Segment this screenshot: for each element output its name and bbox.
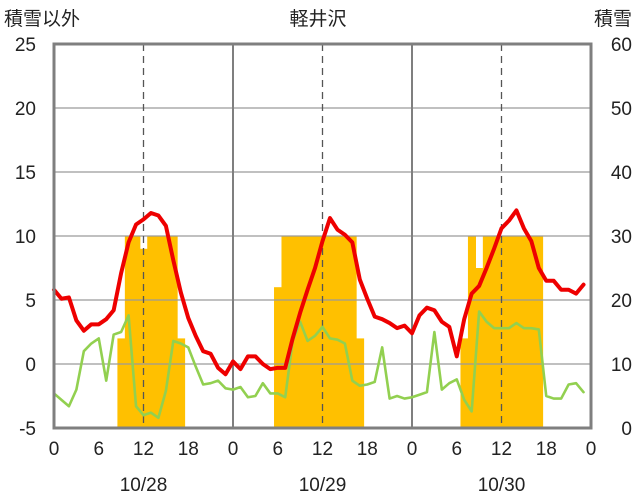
- series-lines: [52, 208, 586, 420]
- x-tick-label: 12: [491, 439, 512, 460]
- x-tick-label: 0: [228, 439, 239, 460]
- snow-bar: [303, 236, 312, 428]
- snow-bar: [169, 236, 178, 428]
- x-tick-label: 6: [452, 439, 463, 460]
- snow-bar: [311, 236, 320, 428]
- snow-bar: [356, 338, 365, 428]
- x-tick-label: 18: [357, 439, 378, 460]
- snow-bar: [274, 287, 283, 428]
- left-tick-label: 20: [15, 99, 36, 120]
- snow-bar: [520, 236, 529, 428]
- date-label: 10/29: [299, 475, 347, 496]
- date-label: 10/30: [478, 475, 526, 496]
- left-tick-label: 15: [15, 163, 36, 184]
- snow-bar: [527, 236, 536, 428]
- date-label: 10/28: [120, 475, 168, 496]
- snow-bar: [475, 268, 484, 428]
- snow-bar: [296, 236, 305, 428]
- left-tick-label: 5: [25, 291, 36, 312]
- snow-depth-bars: [117, 236, 544, 428]
- snow-bar: [341, 236, 350, 428]
- x-tick-label: 0: [49, 439, 60, 460]
- x-tick-label: 18: [536, 439, 557, 460]
- snow-bar: [512, 236, 521, 428]
- green-series-line: [52, 310, 585, 420]
- snow-bar: [490, 236, 499, 428]
- red-series-line: [52, 208, 586, 377]
- snow-bar: [177, 338, 186, 428]
- chart-title: 軽井沢: [289, 8, 346, 30]
- right-tick-label: 20: [611, 291, 632, 312]
- snow-bar: [460, 338, 469, 428]
- snow-bar: [326, 236, 335, 428]
- snow-bar: [482, 236, 491, 428]
- x-tick-label: 0: [407, 439, 418, 460]
- plot-frame: [52, 42, 593, 430]
- left-tick-label: 10: [15, 227, 36, 248]
- x-tick-label: 12: [133, 439, 154, 460]
- left-tick-label: 25: [15, 35, 36, 56]
- x-tick-label: 18: [178, 439, 199, 460]
- right-tick-label: 0: [621, 419, 632, 440]
- snow-bar: [132, 236, 141, 428]
- right-tick-label: 40: [611, 163, 632, 184]
- snow-bar: [117, 338, 126, 428]
- snow-bar: [505, 236, 514, 428]
- right-axis-label: 積雪: [594, 8, 632, 30]
- left-tick-label: 0: [25, 355, 36, 376]
- x-tick-label: 12: [312, 439, 333, 460]
- snow-bar: [162, 236, 171, 428]
- right-tick-label: 50: [611, 99, 632, 120]
- left-axis-label: 積雪以外: [4, 8, 80, 30]
- right-tick-label: 10: [611, 355, 632, 376]
- snow-bar: [154, 236, 163, 428]
- right-tick-label: 60: [611, 35, 632, 56]
- snow-bar: [147, 236, 156, 428]
- x-tick-label: 0: [586, 439, 597, 460]
- snow-bar: [467, 236, 476, 428]
- snow-bar: [348, 236, 357, 428]
- left-tick-label: -5: [19, 419, 36, 440]
- snow-bar: [281, 236, 290, 428]
- snow-bar: [333, 236, 342, 428]
- x-tick-label: 6: [94, 439, 105, 460]
- x-tick-label: 6: [273, 439, 284, 460]
- right-tick-label: 30: [611, 227, 632, 248]
